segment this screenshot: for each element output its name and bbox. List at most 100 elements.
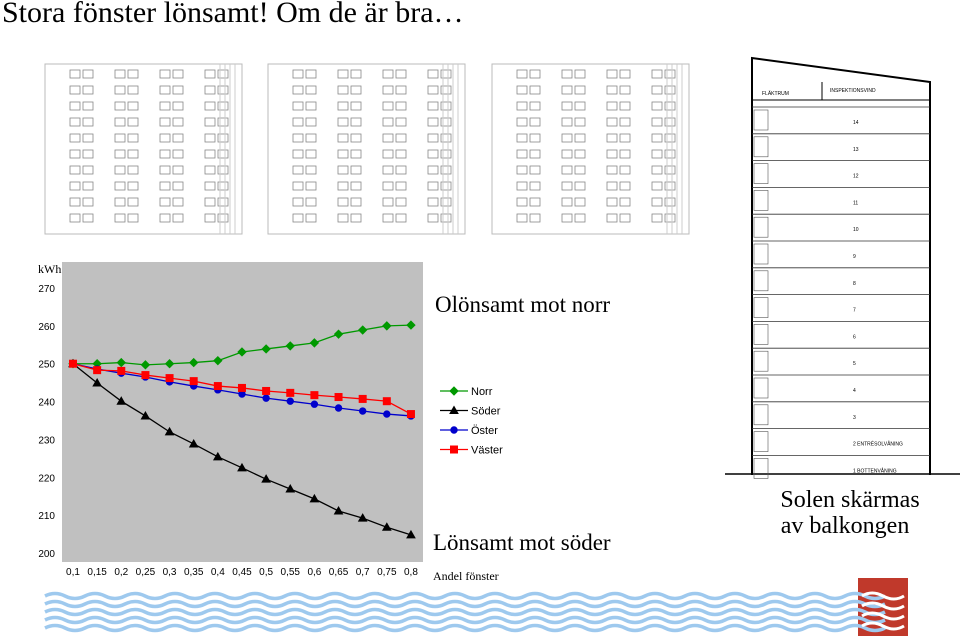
- marker: [285, 484, 296, 493]
- window: [606, 213, 618, 223]
- window: [292, 117, 304, 127]
- logo-wave: [861, 621, 905, 631]
- window: [440, 85, 452, 95]
- window: [127, 133, 139, 143]
- window: [82, 101, 94, 111]
- window: [217, 213, 229, 223]
- window: [350, 133, 362, 143]
- window: [305, 165, 317, 175]
- x-tick-label: 0,55: [281, 567, 301, 578]
- series: [69, 359, 415, 419]
- window: [574, 197, 586, 207]
- window: [561, 69, 573, 79]
- balcony: [753, 136, 769, 158]
- window: [606, 149, 618, 159]
- window: [619, 213, 631, 223]
- window: [382, 101, 394, 111]
- marker: [450, 426, 458, 434]
- window: [651, 69, 663, 79]
- x-tick-label: 0,3: [163, 567, 177, 578]
- window: [305, 133, 317, 143]
- window: [114, 101, 126, 111]
- window: [561, 117, 573, 127]
- window: [516, 213, 528, 223]
- building-label: 14: [853, 120, 859, 126]
- marker: [333, 329, 344, 339]
- x-tick-label: 0,4: [211, 567, 225, 578]
- building-label: 5: [853, 361, 856, 367]
- window: [529, 165, 541, 175]
- x-tick-label: 0,6: [307, 567, 321, 578]
- wave: [44, 599, 886, 609]
- window: [516, 85, 528, 95]
- marker: [237, 462, 247, 472]
- window: [529, 149, 541, 159]
- window: [619, 197, 631, 207]
- window: [529, 85, 541, 95]
- x-tick-label: 0,8: [404, 567, 418, 578]
- window: [159, 101, 171, 111]
- window: [159, 149, 171, 159]
- marker: [213, 382, 222, 391]
- marker: [237, 383, 246, 392]
- window: [382, 165, 394, 175]
- window: [664, 181, 676, 191]
- window: [337, 149, 349, 159]
- window: [127, 85, 139, 95]
- window: [337, 133, 349, 143]
- window: [292, 181, 304, 191]
- marker: [188, 357, 199, 368]
- marker: [261, 344, 271, 354]
- balcony: [753, 216, 769, 238]
- building-label: 2 ENTRÉSOLVÅNING: [853, 441, 903, 448]
- window: [619, 117, 631, 127]
- window: [529, 133, 541, 143]
- window: [305, 117, 317, 127]
- window: [172, 133, 184, 143]
- window: [651, 101, 663, 111]
- window: [651, 149, 663, 159]
- window: [204, 85, 216, 95]
- window: [427, 101, 439, 111]
- window: [619, 165, 631, 175]
- marker: [165, 374, 174, 383]
- window: [561, 197, 573, 207]
- window: [606, 69, 618, 79]
- window: [350, 165, 362, 175]
- window: [440, 117, 452, 127]
- marker: [69, 359, 77, 368]
- wave: [44, 607, 886, 617]
- window: [172, 213, 184, 223]
- window: [395, 213, 407, 223]
- window: [574, 101, 586, 111]
- window: [337, 165, 349, 175]
- y-tick-label: 200: [38, 549, 55, 560]
- series: [68, 358, 416, 539]
- window: [82, 165, 94, 175]
- window: [664, 197, 676, 207]
- window: [350, 197, 362, 207]
- window: [217, 69, 229, 79]
- y-axis-label: kWh: [38, 262, 61, 276]
- building-outline: [751, 56, 931, 475]
- window: [350, 69, 362, 79]
- marker: [189, 377, 198, 386]
- slide-title: Stora fönster lönsamt! Om de är bra…: [2, 0, 464, 29]
- x-tick-label: 0,15: [87, 567, 107, 578]
- window: [69, 85, 81, 95]
- x-tick-label: 0,35: [184, 567, 204, 578]
- window: [561, 213, 573, 223]
- building-label: 8: [853, 281, 856, 287]
- marker: [381, 522, 392, 531]
- window: [69, 149, 81, 159]
- legend-label: Söder: [471, 406, 501, 418]
- window: [350, 181, 362, 191]
- window: [217, 133, 229, 143]
- window: [382, 197, 394, 207]
- window: [427, 213, 439, 223]
- window: [217, 117, 229, 127]
- window: [664, 149, 676, 159]
- window: [172, 85, 184, 95]
- marker: [406, 410, 415, 419]
- window: [337, 197, 349, 207]
